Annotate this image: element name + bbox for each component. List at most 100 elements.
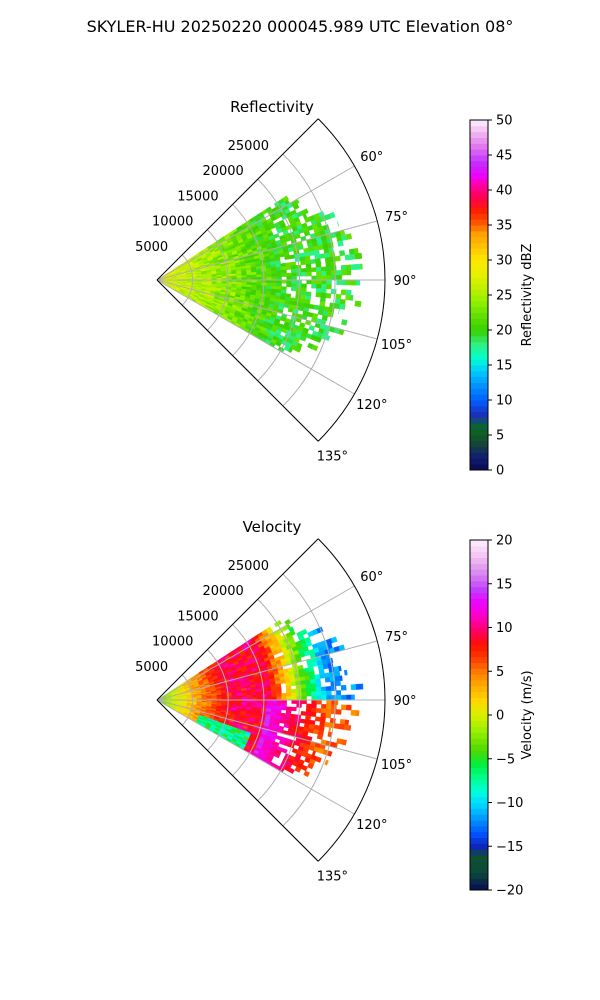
field-cell	[300, 268, 307, 273]
field-cell	[311, 275, 317, 281]
colorbar-segment	[470, 732, 488, 739]
colorbar-segment	[470, 207, 488, 214]
colorbar-segment	[470, 277, 488, 284]
field-cell	[336, 274, 342, 281]
colorbar-segment	[470, 271, 488, 278]
field-cell	[324, 759, 329, 766]
field-cell	[251, 702, 257, 706]
field-cell	[329, 671, 336, 678]
colorbar-segment	[470, 242, 488, 249]
field-cell	[256, 694, 262, 698]
field-cell	[306, 691, 312, 697]
colorbar-tick-label: 10	[496, 621, 513, 636]
field-cell	[278, 620, 282, 625]
field-cell	[305, 683, 312, 689]
azimuth-spoke-105	[156, 279, 378, 340]
colorbar-segment	[470, 738, 488, 745]
field-cell	[286, 279, 292, 284]
field-cell	[339, 719, 346, 725]
range-tick-label: 5000	[135, 660, 168, 675]
field-cell	[300, 688, 307, 693]
field-cell	[256, 274, 262, 278]
colorbar-segment	[470, 446, 488, 453]
range-tick-label: 20000	[202, 164, 243, 179]
colorbar-segment	[470, 674, 488, 681]
reflectivity-colorbar: 0 5 10 15 20 25 30 35 40 45 50 Reflectivity dBZ	[469, 114, 535, 479]
field-cell	[319, 673, 326, 679]
field-cell	[311, 703, 317, 709]
colorbar-tick-label: −10	[496, 796, 523, 811]
colorbar-segment	[470, 405, 488, 413]
field-cell	[276, 269, 282, 274]
colorbar-tick-label: −5	[496, 752, 515, 767]
colorbar-segment	[470, 627, 488, 634]
field-cell	[336, 270, 342, 276]
field-cell	[334, 675, 341, 682]
colorbar-segment	[470, 149, 488, 156]
field-cell	[290, 681, 297, 687]
field-cell	[294, 766, 302, 773]
field-cell	[325, 293, 332, 299]
colorbar-segment	[470, 370, 488, 378]
field-cell	[326, 695, 332, 701]
colorbar-segment	[470, 219, 488, 226]
colorbar-segment	[470, 855, 488, 862]
field-cell	[315, 708, 322, 714]
field-cell	[246, 694, 252, 698]
field-cell	[236, 695, 243, 699]
colorbar-segment	[470, 376, 488, 383]
colorbar-segment	[470, 388, 488, 395]
azimuth-spoke-60	[156, 165, 355, 281]
colorbar-segment	[470, 295, 488, 302]
colorbar-segment	[470, 820, 488, 827]
field-cell	[351, 694, 355, 701]
field-cell	[320, 712, 327, 718]
reflectivity-panel: Reflectivity 60° 75° 90° 105° 120° 135° 5000 10…	[135, 98, 535, 479]
field-cell	[286, 706, 292, 711]
colorbar-segment	[470, 610, 488, 617]
field-cell	[291, 276, 297, 281]
azimuth-tick-label: 135°	[317, 449, 348, 464]
field-cell	[310, 687, 317, 693]
colorbar-segment	[470, 703, 488, 710]
field-cell	[286, 272, 292, 277]
field-cell	[335, 680, 341, 687]
colorbar-segment	[470, 802, 488, 809]
colorbar-segment	[470, 400, 488, 407]
field-cell	[341, 269, 347, 276]
field-cell	[305, 267, 312, 273]
colorbar-segment	[470, 172, 488, 179]
field-cell	[335, 293, 342, 300]
field-cell	[266, 282, 272, 287]
field-cell	[251, 691, 257, 696]
field-cell	[321, 690, 327, 696]
field-cell	[341, 319, 348, 326]
azimuth-spoke-75	[156, 220, 378, 281]
field-cell	[298, 306, 305, 312]
velocity-axes: 60° 75° 90° 105° 120° 135° 5000 10000 15000 20000…	[135, 538, 417, 884]
colorbar-segment	[470, 878, 488, 885]
field-cell	[316, 733, 324, 740]
field-cell	[338, 308, 340, 314]
colorbar-tick-label: 5	[496, 429, 504, 444]
azimuth-spoke-60	[156, 585, 355, 701]
field-cell	[315, 686, 322, 692]
field-cell	[300, 684, 307, 689]
colorbar-segment	[470, 324, 488, 331]
field-cell	[354, 253, 361, 260]
azimuth-tick-label: 105°	[381, 758, 412, 773]
field-cell	[266, 270, 272, 275]
field-cell	[251, 694, 257, 698]
colorbar-segment	[470, 318, 488, 325]
colorbar-segment	[470, 254, 488, 261]
field-cell	[360, 263, 363, 270]
field-cell	[345, 233, 353, 240]
field-cell	[305, 707, 312, 713]
azimuth-tick-label: 135°	[317, 869, 348, 884]
colorbar-segment	[470, 884, 488, 891]
range-tick-label: 20000	[202, 584, 243, 599]
sector-edge-left	[156, 118, 319, 281]
field-cell	[330, 265, 337, 272]
field-cell	[305, 687, 312, 693]
field-cell	[310, 678, 316, 685]
